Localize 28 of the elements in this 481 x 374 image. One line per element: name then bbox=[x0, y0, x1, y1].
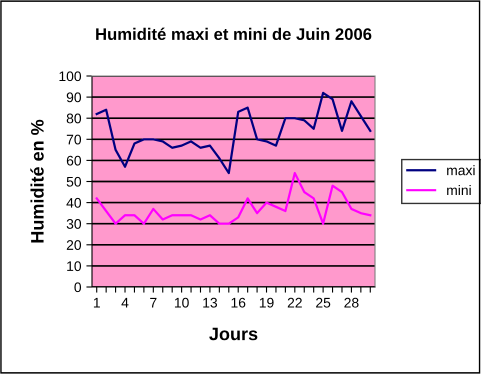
x-tick-label: 4 bbox=[121, 298, 128, 308]
x-tick-label: 19 bbox=[260, 298, 274, 308]
y-axis-title: Humidité en % bbox=[30, 120, 44, 242]
x-tick-label: 28 bbox=[344, 298, 359, 308]
y-tick-label: 90 bbox=[66, 92, 82, 102]
y-tick-label: 40 bbox=[66, 198, 82, 208]
y-tick-label: 30 bbox=[66, 219, 82, 229]
x-axis-title: Jours bbox=[209, 328, 258, 340]
y-tick-label: 80 bbox=[66, 114, 82, 124]
x-tick-label: 10 bbox=[174, 298, 189, 308]
x-tick-label: 25 bbox=[316, 298, 330, 308]
x-tick-label: 1 bbox=[94, 298, 100, 308]
x-tick-label: 7 bbox=[150, 298, 156, 308]
y-tick-label: 0 bbox=[74, 282, 82, 292]
line-series bbox=[96, 92, 372, 174]
y-tick-label: 20 bbox=[66, 240, 82, 250]
legend-label: maxi bbox=[447, 165, 475, 176]
y-tick-label: 100 bbox=[59, 71, 82, 82]
legend-label: mini bbox=[447, 184, 471, 196]
x-tick-label: 16 bbox=[232, 298, 246, 308]
y-tick-label: 70 bbox=[66, 134, 82, 144]
y-tick-label: 50 bbox=[66, 176, 82, 187]
x-tick-label: 22 bbox=[288, 298, 302, 308]
y-tick-label: 10 bbox=[67, 261, 82, 272]
line-series bbox=[96, 172, 372, 225]
y-tick-label: 60 bbox=[66, 156, 82, 166]
x-tick-label: 13 bbox=[203, 298, 218, 308]
chart-title: Humidité maxi et mini de Juin 2006 bbox=[96, 28, 372, 40]
